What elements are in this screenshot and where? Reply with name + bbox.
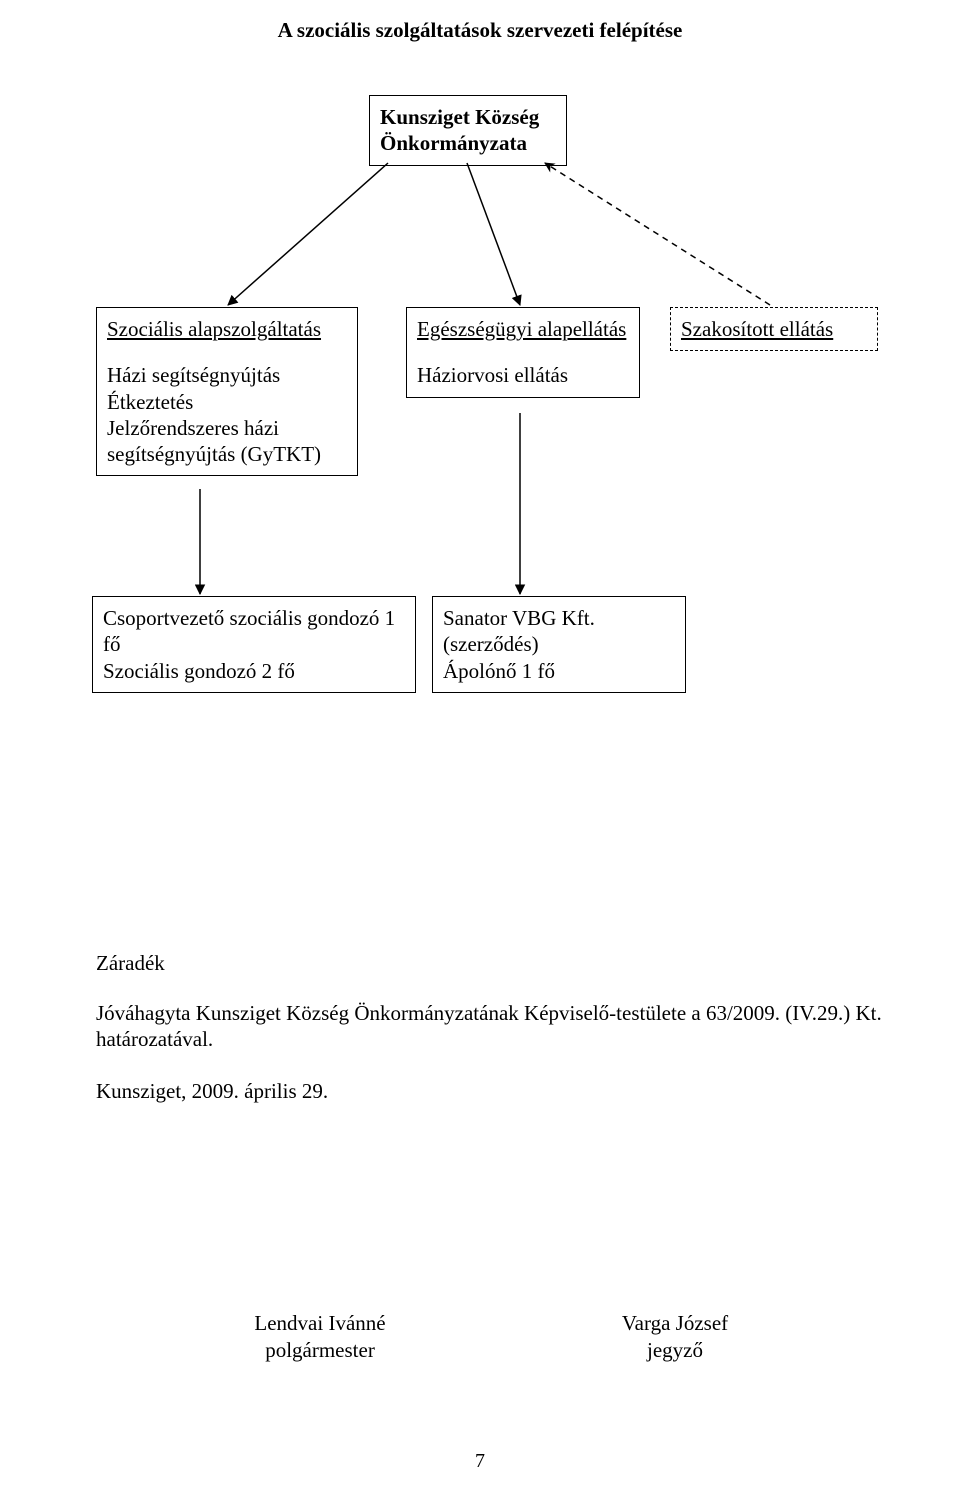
signature-left-role: polgármester	[220, 1337, 420, 1364]
node-bottom-left-line2: Szociális gondozó 2 fő	[103, 658, 405, 684]
node-left-line5: segítségnyújtás (GyTKT)	[107, 441, 347, 467]
node-bottom-left-line1: Csoportvezető szociális gondozó 1 fő	[103, 605, 405, 658]
page: A szociális szolgáltatások szervezeti fe…	[0, 0, 960, 1493]
edge-top-mid	[467, 163, 520, 305]
signature-right: Varga József jegyző	[575, 1310, 775, 1365]
node-mid-line2: Háziorvosi ellátás	[417, 362, 629, 388]
approval-line2: határozatával.	[96, 1026, 213, 1053]
signature-left-name: Lendvai Ivánné	[220, 1310, 420, 1337]
signature-left: Lendvai Ivánné polgármester	[220, 1310, 420, 1365]
node-mid: Egészségügyi alapellátás Háziorvosi ellá…	[406, 307, 640, 398]
node-left-line2: Házi segítségnyújtás	[107, 362, 347, 388]
signature-right-name: Varga József	[575, 1310, 775, 1337]
zaradek-label: Záradék	[96, 950, 165, 977]
edge-top-right	[545, 163, 770, 305]
node-bottom-right-line1: Sanator VBG Kft. (szerződés)	[443, 605, 675, 658]
node-right: Szakosított ellátás	[670, 307, 878, 351]
node-top: Kunsziget Község Önkormányzata	[369, 95, 567, 166]
signature-right-role: jegyző	[575, 1337, 775, 1364]
approval-line1: Jóváhagyta Kunsziget Község Önkormányzat…	[96, 1000, 886, 1027]
node-bottom-left: Csoportvezető szociális gondozó 1 fő Szo…	[92, 596, 416, 693]
node-top-line2: Önkormányzata	[380, 130, 556, 156]
node-bottom-right: Sanator VBG Kft. (szerződés) Ápolónő 1 f…	[432, 596, 686, 693]
page-title: A szociális szolgáltatások szervezeti fe…	[0, 18, 960, 43]
node-mid-heading: Egészségügyi alapellátás	[417, 316, 629, 342]
node-left-line3: Étkeztetés	[107, 389, 347, 415]
node-bottom-right-line2: Ápolónő 1 fő	[443, 658, 675, 684]
node-right-heading: Szakosított ellátás	[681, 316, 867, 342]
node-left-line4: Jelzőrendszeres házi	[107, 415, 347, 441]
approval-date: Kunsziget, 2009. április 29.	[96, 1078, 328, 1105]
node-top-line1: Kunsziget Község	[380, 104, 556, 130]
edge-top-left	[228, 163, 388, 305]
page-number: 7	[0, 1450, 960, 1473]
node-left-heading: Szociális alapszolgáltatás	[107, 316, 347, 342]
connectors-svg	[0, 0, 960, 1493]
node-left: Szociális alapszolgáltatás Házi segítség…	[96, 307, 358, 476]
